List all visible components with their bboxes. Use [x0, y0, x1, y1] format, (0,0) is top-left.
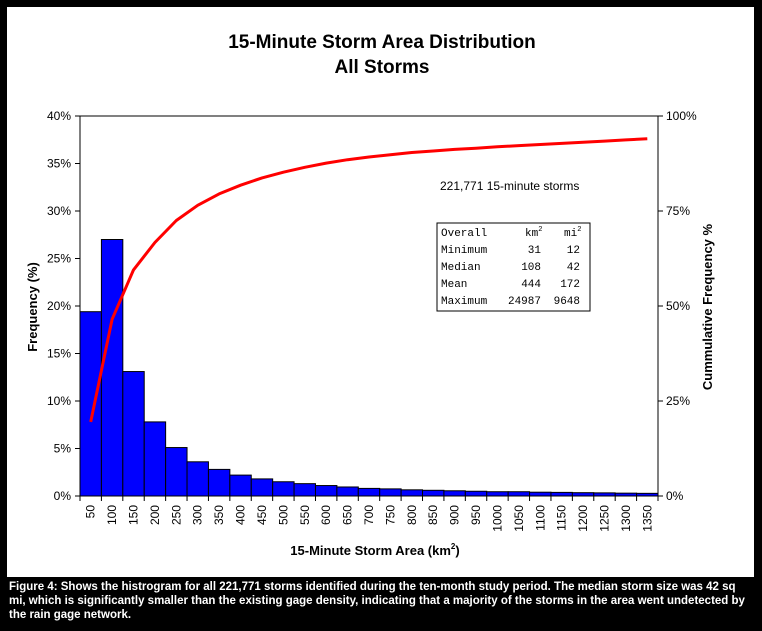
y-tick-label: 0%: [54, 489, 72, 503]
x-tick-label: 700: [362, 505, 376, 525]
histogram-bar: [529, 491, 552, 497]
histogram-bar: [400, 489, 424, 497]
histogram-bar: [550, 491, 573, 497]
y2-tick-label: 50%: [666, 299, 690, 313]
y2-axis-label: Cummulative Frequency %: [700, 223, 715, 390]
stats-row-mi: 9648: [554, 296, 580, 308]
x-tick-label: 900: [448, 505, 462, 525]
histogram-bar: [314, 485, 338, 497]
chart-title: 15-Minute Storm Area Distribution: [228, 32, 536, 53]
stats-header-km: km2: [525, 226, 542, 240]
histogram-bar: [250, 478, 274, 497]
y-axis-label: Frequency (%): [25, 262, 40, 352]
storm-count-annotation: 221,771 15-minute storms: [440, 179, 579, 193]
x-tick-label: 1250: [597, 505, 611, 532]
stats-row-mi: 42: [567, 262, 580, 274]
x-tick-label: 1200: [576, 505, 590, 532]
y-tick-label: 25%: [47, 252, 71, 266]
stats-row-label: Mean: [441, 279, 467, 291]
x-tick-label: 550: [298, 505, 312, 525]
x-tick-label: 600: [319, 505, 333, 525]
histogram-bar: [272, 481, 295, 497]
x-axis-label: 15-Minute Storm Area (km2): [290, 542, 459, 558]
x-tick-label: 950: [469, 505, 483, 525]
stats-row-km: 24987: [508, 296, 541, 308]
x-tick-label: 800: [405, 505, 419, 525]
x-tick-label: 50: [84, 505, 98, 519]
x-tick-label: 100: [105, 505, 119, 525]
stats-row-mi: 12: [567, 245, 580, 257]
x-tick-label: 200: [148, 505, 162, 525]
histogram-bar: [229, 474, 252, 497]
x-tick-label: 1350: [640, 505, 654, 532]
x-tick-label: 850: [426, 505, 440, 525]
y-tick-label: 30%: [47, 204, 71, 218]
y-tick-label: 10%: [47, 394, 71, 408]
histogram-bar: [336, 486, 359, 497]
stats-row-label: Median: [441, 262, 481, 274]
y2-tick-label: 75%: [666, 204, 690, 218]
y-tick-label: 20%: [47, 299, 71, 313]
stats-header-label: Overall: [441, 228, 487, 240]
x-tick-label: 150: [127, 505, 141, 525]
y2-tick-label: 100%: [666, 109, 697, 123]
cumulative-frequency-line: [89, 137, 648, 423]
x-tick-label: 350: [212, 505, 226, 525]
x-tick-label: 1150: [555, 505, 569, 531]
histogram-bar: [379, 488, 402, 497]
x-tick-label: 1050: [512, 505, 526, 532]
stats-row-km: 31: [528, 245, 542, 257]
x-tick-label: 750: [383, 505, 397, 525]
histogram-bar: [143, 421, 167, 497]
stats-row-mi: 172: [560, 279, 580, 291]
y-tick-label: 40%: [47, 109, 71, 123]
figure-caption: Figure 4: Shows the histrogram for all 2…: [9, 581, 745, 621]
stats-header-mi: mi2: [564, 226, 581, 240]
histogram-bar: [443, 490, 466, 497]
chart-subtitle: All Storms: [334, 57, 429, 78]
stats-table: Overall km2 mi2 Minimum 31 12 Median 108…: [436, 222, 591, 312]
stats-row-km: 444: [521, 279, 541, 291]
histogram-bar: [357, 487, 381, 497]
stats-row-km: 108: [521, 262, 541, 274]
histogram-bar: [165, 447, 188, 497]
x-tick-label: 1000: [490, 505, 504, 532]
y-tick-label: 5%: [54, 442, 72, 456]
chart: 15-Minute Storm Area Distribution All St…: [25, 32, 715, 558]
y-tick-label: 15%: [47, 347, 71, 361]
stats-row-label: Maximum: [441, 296, 488, 308]
histogram-bar: [507, 491, 531, 497]
x-tick-label: 450: [255, 505, 269, 525]
stats-row-label: Minimum: [441, 245, 488, 257]
y-tick-label: 35%: [47, 157, 71, 171]
y2-tick-label: 25%: [666, 394, 690, 408]
histogram-bar: [293, 483, 316, 497]
histogram-bar: [207, 468, 231, 497]
histogram-bar: [79, 311, 102, 497]
histogram-bar: [486, 491, 509, 497]
histogram-bar: [464, 490, 488, 497]
x-tick-label: 300: [191, 505, 205, 525]
chart-panel: 15-Minute Storm Area Distribution All St…: [7, 7, 754, 577]
x-tick-label: 250: [169, 505, 183, 525]
histogram-bar: [100, 239, 124, 497]
x-tick-label: 1300: [619, 505, 633, 532]
x-tick-label: 400: [234, 505, 248, 525]
histogram-bar: [422, 489, 445, 497]
y2-tick-label: 0%: [666, 489, 684, 503]
histogram-bar: [186, 461, 209, 497]
x-tick-label: 500: [276, 505, 290, 525]
histogram-bar: [122, 371, 145, 497]
x-tick-label: 650: [341, 505, 355, 525]
x-tick-label: 1100: [533, 505, 547, 531]
plot-area: 0% 5% 10% 15% 20% 25% 30% 35% 40% 0% 25% 50% 75% 100%…: [47, 109, 697, 532]
